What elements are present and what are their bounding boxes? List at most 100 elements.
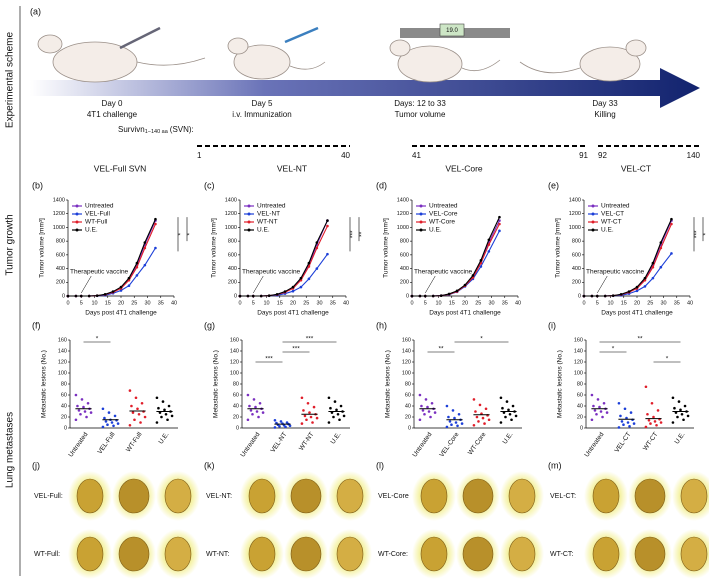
- data-point: [670, 222, 673, 226]
- y-tick-label: 60: [61, 392, 67, 398]
- step-day: Day 33: [592, 99, 618, 108]
- legend-marker: [419, 204, 423, 208]
- x-axis-label: Days post 4T1 challenge: [85, 310, 157, 317]
- y-tick-label: 40: [233, 403, 239, 409]
- data-point: [335, 408, 338, 412]
- x-tick-label: 25: [303, 300, 309, 306]
- x-tick-label: 20: [290, 300, 296, 306]
- data-point: [635, 285, 639, 289]
- data-point: [450, 423, 453, 427]
- segment-end: 140: [687, 151, 701, 160]
- lung-photo: [680, 478, 708, 514]
- data-point: [511, 404, 515, 408]
- data-point: [649, 422, 652, 425]
- data-point: [478, 403, 482, 407]
- data-point: [309, 415, 313, 419]
- data-point: [273, 419, 277, 422]
- data-point: [420, 404, 423, 408]
- data-point: [453, 416, 456, 420]
- segment-end: 91: [579, 151, 588, 160]
- data-point: [499, 421, 503, 424]
- data-point: [254, 405, 257, 409]
- data-point: [259, 294, 263, 298]
- step-day: Day 5: [252, 99, 273, 108]
- series-line: [584, 218, 672, 297]
- data-point: [498, 222, 501, 226]
- data-point: [107, 411, 111, 414]
- data-point: [445, 425, 449, 429]
- x-tick-label: 30: [316, 300, 322, 306]
- step-event: 4T1 challenge: [87, 110, 138, 119]
- data-point: [487, 238, 491, 242]
- panel-label: (j): [32, 460, 40, 470]
- data-point: [143, 241, 147, 244]
- chart-title: VEL-NT: [277, 163, 307, 173]
- data-point: [671, 421, 675, 424]
- data-point: [617, 426, 621, 429]
- data-point: [106, 423, 109, 427]
- data-point: [455, 289, 459, 293]
- chart-title: VEL-Core: [445, 163, 483, 173]
- legend-label: WT-Full: [85, 219, 108, 226]
- data-point: [481, 416, 485, 420]
- x-tick-label: U.E.: [674, 431, 687, 446]
- data-point: [514, 414, 518, 418]
- data-point: [155, 421, 159, 424]
- y-tick-label: 100: [230, 370, 239, 376]
- data-point: [299, 276, 303, 280]
- data-point: [252, 398, 256, 401]
- y-tick-label: 200: [228, 280, 237, 286]
- y-tick-label: 200: [56, 280, 65, 286]
- chart-title: VEL-Full SVN: [94, 163, 146, 173]
- data-point: [140, 401, 144, 405]
- y-tick-label: 60: [577, 392, 583, 398]
- x-tick-label: U.E.: [502, 431, 515, 446]
- data-point: [659, 241, 663, 244]
- x-axis-label: Days post 4T1 challenge: [601, 310, 673, 317]
- step-day: Day 0: [102, 99, 123, 108]
- data-point: [238, 294, 242, 298]
- lung-photo: [248, 478, 276, 514]
- data-point: [160, 415, 163, 419]
- y-tick-label: 0: [580, 425, 583, 431]
- significance-label: *: [187, 233, 194, 236]
- lung-photo: [462, 536, 494, 572]
- data-point: [673, 406, 676, 410]
- y-tick-label: 140: [574, 348, 583, 354]
- data-point: [326, 219, 329, 222]
- data-point: [448, 420, 452, 423]
- data-point: [507, 408, 510, 412]
- legend-label: VEL-Core: [429, 211, 458, 218]
- series-line: [584, 220, 672, 297]
- lung-photo: [634, 478, 666, 514]
- y-tick-label: 80: [233, 381, 239, 387]
- data-point: [315, 246, 319, 250]
- y-tick-label: 100: [402, 370, 411, 376]
- legend-label: U.E.: [257, 227, 270, 234]
- x-tick-label: 5: [80, 300, 83, 306]
- data-point: [339, 404, 343, 408]
- step-event: Killing: [594, 110, 615, 119]
- segment-start: 92: [598, 151, 607, 160]
- x-tick-label: VEL-CT: [614, 431, 633, 454]
- panel-label: (a): [30, 6, 41, 16]
- x-tick-label: 20: [634, 300, 640, 306]
- data-point: [472, 423, 476, 427]
- legend-marker: [247, 212, 251, 216]
- y-tick-label: 200: [572, 280, 581, 286]
- data-point: [479, 265, 483, 268]
- segment-end: 40: [341, 151, 350, 160]
- data-point: [451, 409, 455, 412]
- x-tick-label: 40: [515, 300, 521, 306]
- data-point: [603, 294, 607, 298]
- data-point: [659, 421, 663, 424]
- data-point: [104, 420, 108, 423]
- data-point: [431, 294, 435, 298]
- y-tick-label: 1200: [53, 211, 65, 217]
- data-point: [261, 411, 265, 414]
- data-point: [291, 285, 295, 289]
- data-point: [498, 215, 501, 219]
- data-point: [418, 294, 422, 298]
- data-point: [161, 400, 165, 403]
- y-tick-label: 20: [233, 414, 239, 420]
